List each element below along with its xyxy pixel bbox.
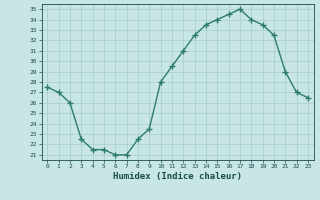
X-axis label: Humidex (Indice chaleur): Humidex (Indice chaleur) — [113, 172, 242, 181]
